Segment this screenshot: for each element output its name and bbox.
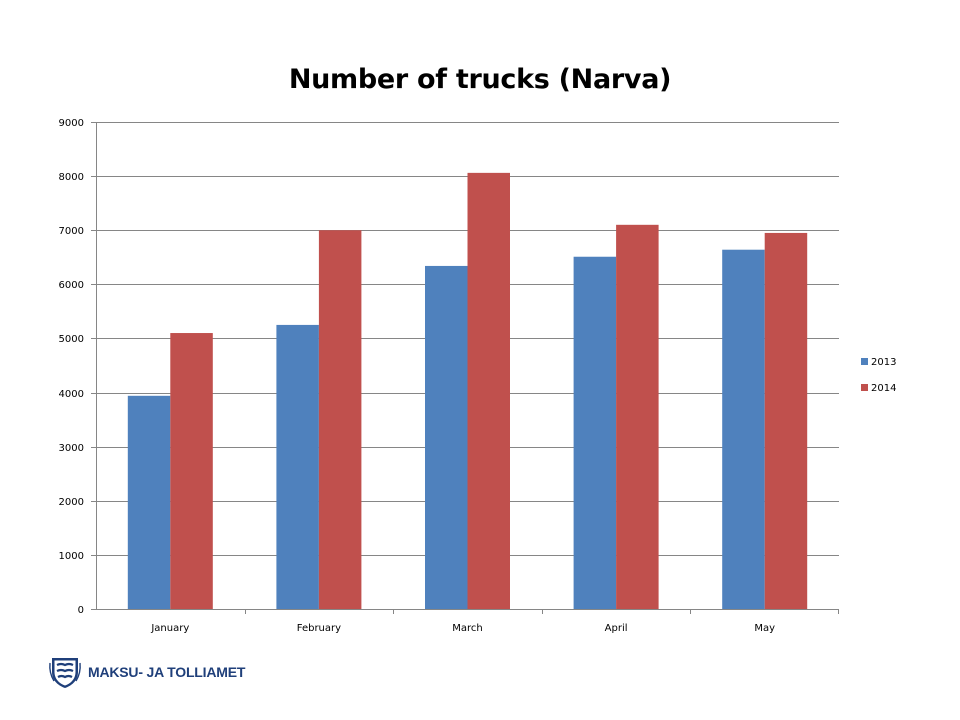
y-tick-label: 0 (78, 605, 84, 616)
footer-logo: MAKSU- JA TOLLIAMET (48, 655, 245, 689)
y-tick-label: 6000 (59, 280, 84, 291)
y-tick-label: 5000 (59, 334, 84, 345)
legend-swatch-2014 (861, 384, 868, 391)
bar-2014-february (318, 230, 362, 609)
y-tick-label: 7000 (59, 226, 84, 237)
y-tick-label: 1000 (59, 551, 84, 562)
legend-label-2013: 2013 (871, 357, 896, 368)
bars (127, 172, 808, 610)
bar-2013-april (573, 256, 617, 609)
y-tick-label: 8000 (59, 172, 84, 183)
bar-2014-january (170, 333, 213, 609)
bar-2013-january (127, 395, 171, 609)
y-tick-label: 9000 (59, 118, 84, 129)
x-tick-label: January (150, 623, 189, 634)
axes: 0 1000 2000 3000 4000 5000 6000 7000 8000 9000 Jan… (59, 118, 839, 634)
bar-2013-february (276, 324, 319, 609)
bar-2014-may (764, 232, 808, 609)
legend-label-2014: 2014 (871, 383, 896, 394)
chart-title: Number of trucks (Narva) (288, 64, 672, 95)
bar-2013-may (722, 249, 765, 610)
bar-2013-march (425, 265, 468, 609)
bar-2014-march (467, 172, 510, 609)
legend: 2013 2014 (861, 357, 896, 394)
x-tick-label: March (452, 623, 482, 634)
legend-swatch-2013 (861, 358, 868, 365)
x-tick-label: May (754, 623, 775, 634)
x-tick-label: February (297, 623, 341, 634)
bar-2014-april (616, 224, 659, 610)
coat-of-arms-icon (49, 658, 81, 688)
y-tick-label: 4000 (59, 389, 84, 400)
y-tick-label: 3000 (59, 443, 84, 454)
x-tick-label: April (605, 623, 628, 634)
organization-name: MAKSU- JA TOLLIAMET (88, 664, 246, 680)
y-tick-label: 2000 (59, 497, 84, 508)
